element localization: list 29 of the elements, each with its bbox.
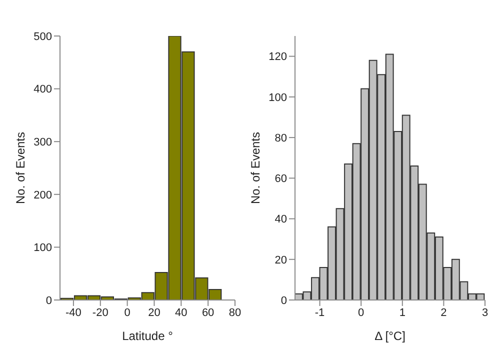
y-tick-label: 0 <box>46 294 52 307</box>
y-tick-label: 100 <box>268 92 287 104</box>
y-tick-label: 0 <box>280 294 287 307</box>
y-tick-label: 100 <box>34 242 52 254</box>
x-tick-label: -1 <box>314 306 325 319</box>
x-tick-label: 1 <box>399 306 406 319</box>
x-tick-label: 20 <box>148 306 160 319</box>
x-tick-label: 3 <box>482 306 488 319</box>
y-tick-label: 120 <box>268 51 287 64</box>
x-tick-label: 0 <box>124 306 130 319</box>
x-tick-label: -40 <box>66 306 82 319</box>
x-axis-title: Latitude ° <box>122 329 174 343</box>
y-tick-label: 80 <box>274 132 287 144</box>
x-tick-label: 80 <box>228 306 242 319</box>
y-tick-label: 400 <box>34 84 52 96</box>
x-tick-label: 40 <box>175 306 188 319</box>
y-tick-label: 200 <box>34 189 52 202</box>
x-tick-label: -20 <box>92 306 108 319</box>
y-tick-label: 500 <box>34 30 52 43</box>
x-tick-label: 2 <box>440 306 447 319</box>
x-tick-label: 60 <box>202 306 214 319</box>
y-axis-title: No. of Events <box>248 132 262 204</box>
x-axis-title: Δ [°C] <box>374 329 406 343</box>
y-tick-label: 60 <box>274 173 287 186</box>
y-tick-label: 40 <box>274 214 287 226</box>
y-tick-label: 300 <box>34 136 52 149</box>
y-axis-title: No. of Events <box>13 132 28 204</box>
y-tick-label: 20 <box>274 254 287 266</box>
x-tick-label: 0 <box>358 306 364 319</box>
